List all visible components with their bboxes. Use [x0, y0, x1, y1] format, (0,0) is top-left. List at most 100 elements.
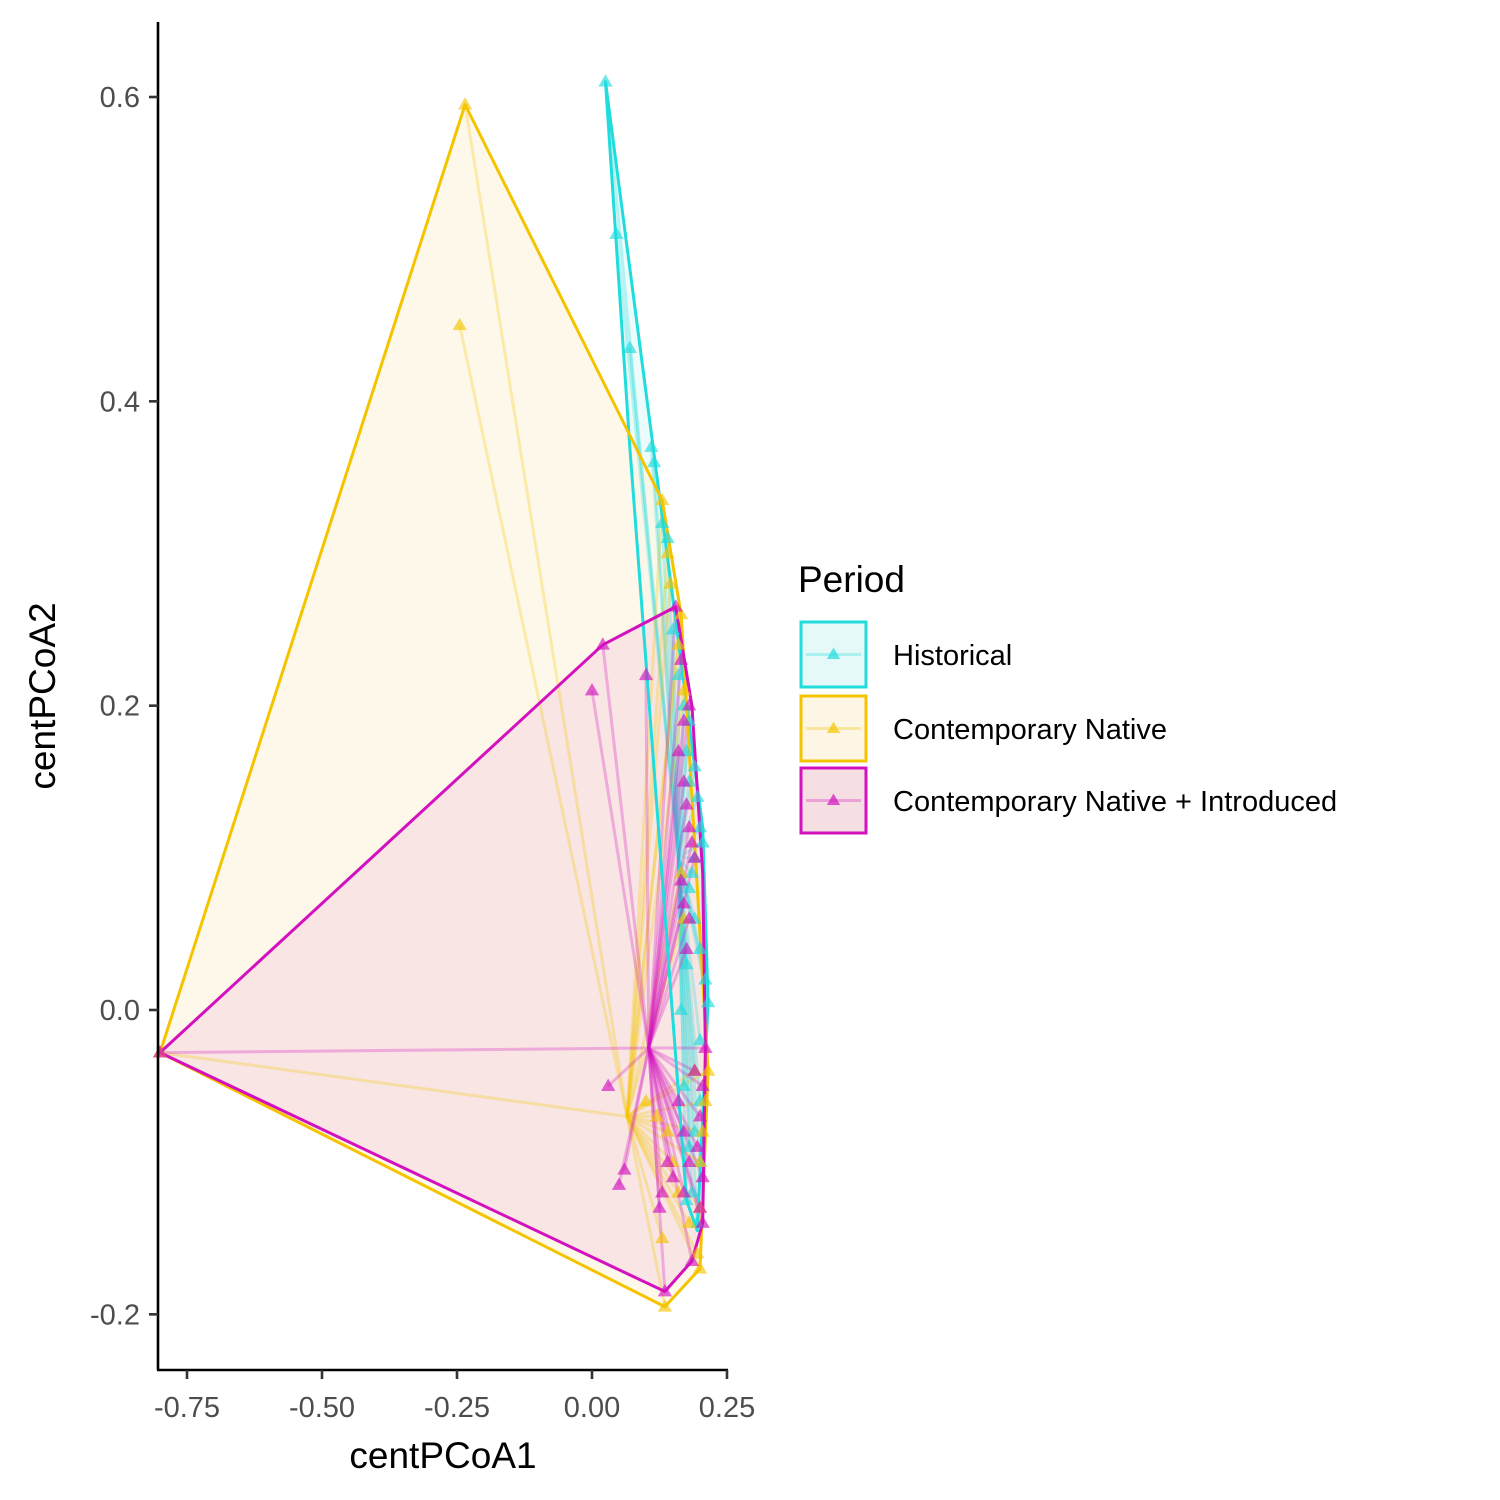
spoke-line: [625, 553, 670, 1117]
data-point: [655, 1230, 670, 1244]
legend-label: Contemporary Native: [893, 714, 1167, 746]
data-point: [676, 1078, 691, 1091]
plot-area: [152, 74, 716, 1312]
spoke-line: [647, 1047, 667, 1292]
data-point: [682, 911, 697, 924]
data-point: [665, 1169, 681, 1183]
data-point: [673, 652, 689, 665]
x-tick-label: -0.50: [289, 1392, 355, 1424]
data-point: [682, 819, 697, 833]
data-point: [698, 972, 713, 985]
data-point: [695, 1124, 710, 1137]
data-point: [457, 97, 473, 110]
data-point: [684, 1253, 700, 1266]
data-point: [700, 1063, 716, 1076]
data-point: [655, 1185, 670, 1198]
data-point: [692, 819, 708, 833]
data-point: [695, 1215, 710, 1228]
spoke-line: [647, 804, 688, 1049]
spoke-line: [458, 324, 629, 1117]
legend-item-0: Historical: [799, 620, 1012, 689]
spoke-line: [649, 446, 680, 858]
data-point: [671, 743, 686, 757]
legend-item-1: Contemporary Native: [799, 694, 1167, 763]
data-point: [692, 1154, 708, 1168]
spoke-line: [159, 1046, 649, 1055]
spoke-line: [671, 629, 680, 858]
data-point: [684, 835, 700, 848]
data-point: [671, 637, 686, 650]
spoke-line: [626, 1115, 675, 1164]
spoke-line: [625, 500, 664, 1117]
data-point: [673, 606, 689, 620]
data-point: [152, 1045, 168, 1058]
spoke-line: [647, 903, 686, 1049]
data-point: [657, 1299, 673, 1312]
data-point: [673, 1002, 689, 1015]
hull-fill-2: [160, 606, 706, 1292]
y-tick-label: 0.2: [100, 691, 140, 723]
data-point: [676, 1185, 691, 1198]
spoke-line: [660, 522, 680, 858]
data-point: [452, 317, 467, 331]
spoke-line: [647, 1047, 702, 1118]
legend-label: Contemporary Native + Introduced: [893, 786, 1337, 818]
spoke-line: [626, 1069, 696, 1118]
data-point: [652, 1200, 667, 1213]
legend-swatch: [799, 694, 868, 763]
data-point: [646, 454, 662, 468]
spoke-line: [647, 1047, 705, 1178]
data-point: [682, 1215, 697, 1228]
legend-triangle-icon: [826, 721, 841, 734]
data-point: [657, 1284, 673, 1297]
data-point: [671, 1093, 686, 1107]
spoke-line: [625, 583, 672, 1117]
spoke-line: [625, 1115, 691, 1224]
spoke-line: [159, 1051, 628, 1119]
data-point: [679, 797, 694, 810]
data-point: [690, 789, 705, 802]
data-point: [682, 698, 697, 711]
data-point: [638, 667, 654, 681]
spoke-line: [676, 857, 686, 1087]
spoke-line: [626, 1115, 669, 1134]
data-point: [679, 1192, 694, 1206]
data-point: [700, 994, 716, 1008]
data-point: [671, 667, 686, 681]
spoke-line: [647, 659, 683, 1049]
data-point: [617, 1162, 632, 1175]
spoke-line: [666, 538, 680, 858]
data-point: [668, 599, 683, 612]
spoke-line: [647, 720, 686, 1049]
data-point: [638, 1093, 654, 1107]
spoke-line: [617, 1047, 651, 1186]
data-point: [673, 873, 689, 886]
y-axis-title: centPCoA2: [22, 602, 63, 789]
y-ticks: -0.2 0.0 0.2 0.4 0.6: [90, 82, 158, 1331]
spoke-line: [625, 1116, 664, 1239]
data-point: [655, 492, 670, 506]
data-point: [690, 1245, 705, 1259]
spoke-line: [676, 857, 702, 1163]
spoke-line: [647, 1047, 686, 1193]
data-point: [622, 340, 637, 353]
spoke-line: [625, 614, 683, 1117]
data-point: [682, 880, 697, 894]
data-point: [692, 1109, 708, 1122]
data-point: [660, 546, 675, 559]
legend-triangle-icon: [826, 793, 841, 806]
spoke-line: [644, 675, 651, 1049]
data-point: [595, 637, 610, 650]
y-tick-label: -0.2: [90, 1299, 140, 1331]
x-tick-label: -0.25: [424, 1392, 490, 1424]
spoke-line: [626, 1069, 709, 1118]
spoke-line: [647, 705, 691, 1049]
spoke-line: [625, 1116, 667, 1308]
data-point: [676, 1124, 691, 1137]
spoke-line: [647, 880, 683, 1049]
legend-keys: Historical Contemporary Native Contemporar…: [799, 620, 1337, 835]
data-point: [684, 865, 700, 878]
legend-label: Historical: [893, 640, 1012, 672]
spoke-line: [628, 347, 680, 858]
